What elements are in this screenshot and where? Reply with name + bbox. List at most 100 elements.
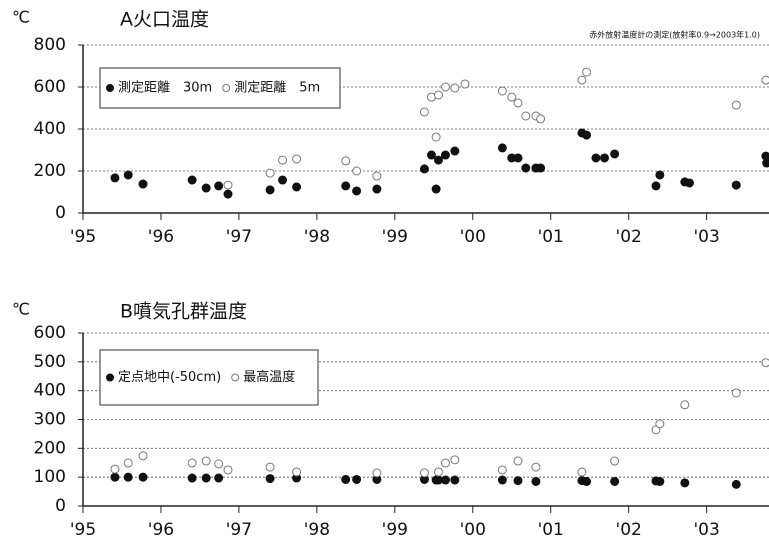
data-point [577,75,587,85]
data-point [655,170,665,180]
data-point [684,178,694,188]
data-point [521,163,531,173]
annotation: 赤外放射温度計の測定(放射率0.9→2003年1.0) [589,30,760,40]
x-tick-label: '01 [538,520,564,540]
data-point [450,475,460,485]
data-point [187,175,197,185]
data-point [460,79,470,89]
data-point [610,456,620,466]
y-tick-label: 0 [55,496,66,516]
data-point [292,182,302,192]
legend-label: 測定距離 30m [118,81,212,96]
data-point [138,472,148,482]
data-point [214,459,224,469]
data-point [419,164,429,174]
x-tick-label: '97 [226,520,252,540]
data-point [450,146,460,156]
data-point [187,473,197,483]
data-point [497,143,507,153]
y-tick-label: 500 [34,352,66,372]
data-point [223,180,233,190]
data-point [440,475,450,485]
data-point [440,150,450,160]
data-point [123,472,133,482]
data-point [582,476,592,486]
x-tick-label: '95 [70,227,96,247]
legend-label: 測定距離 5m [234,81,320,96]
data-point [352,186,362,196]
scatter-chart: ℃ B噴気孔群温度 0 100 200 300 400 500 600 '95 '96 '97 '98 '… [12,300,769,540]
data-point [761,358,769,368]
data-point [582,130,592,140]
y-tick-label: 400 [34,119,66,139]
data-point [513,476,523,486]
x-tick-label: '99 [382,227,408,247]
y-tick-label: 100 [34,467,66,487]
legend-box [99,67,341,109]
data-point [201,473,211,483]
data-point [433,155,443,165]
data-point [610,476,620,486]
data-point [761,75,769,85]
y-tick-label: 300 [34,410,66,430]
legend-marker [231,373,240,382]
data-point [433,90,443,100]
data-point [655,419,665,429]
data-point [265,462,275,472]
data-point [433,467,443,477]
data-point [431,132,441,142]
data-point [582,67,592,77]
chart-title: B噴気孔群温度 [120,301,247,323]
data-point [265,474,275,484]
data-point [497,475,507,485]
data-point [531,462,541,472]
data-point [138,451,148,461]
data-point [341,181,351,191]
y-tick-label: 800 [34,35,66,55]
data-point [187,458,197,468]
data-point [600,153,610,163]
legend-marker [222,84,231,92]
data-point [497,86,507,96]
y-tick-label: 0 [55,203,66,223]
data-point [521,111,531,121]
legend-label: 定点地中(-50cm) [118,370,221,385]
data-point [426,150,436,160]
data-point [341,474,351,484]
data-point [123,458,133,468]
data-point [372,171,382,181]
data-point [110,173,120,183]
data-point [214,181,224,191]
data-point [214,473,224,483]
legend-marker [106,84,114,92]
data-point [440,82,450,92]
data-point [419,468,429,478]
data-point [372,184,382,194]
data-point [201,183,211,193]
x-tick-label: '00 [460,227,486,247]
y-axis-unit: ℃ [12,8,30,27]
chart-title: A火口温度 [120,9,209,31]
data-point [513,98,523,108]
data-point [680,400,690,410]
data-point [591,153,601,163]
x-tick-label: '01 [538,227,564,247]
data-point [265,185,275,195]
x-tick-label: '96 [148,520,174,540]
y-axis-unit: ℃ [12,300,30,319]
data-point [372,468,382,478]
data-point [278,175,288,185]
data-point [223,465,233,475]
data-point [450,83,460,93]
data-point [536,114,546,124]
data-point [352,474,362,484]
data-point [292,154,302,164]
data-point [278,155,288,165]
y-tick-label: 600 [34,77,66,97]
data-point [341,156,351,166]
x-tick-label: '98 [304,227,330,247]
y-tick-label: 600 [34,323,66,343]
x-tick-label: '00 [460,520,486,540]
data-point [110,472,120,482]
